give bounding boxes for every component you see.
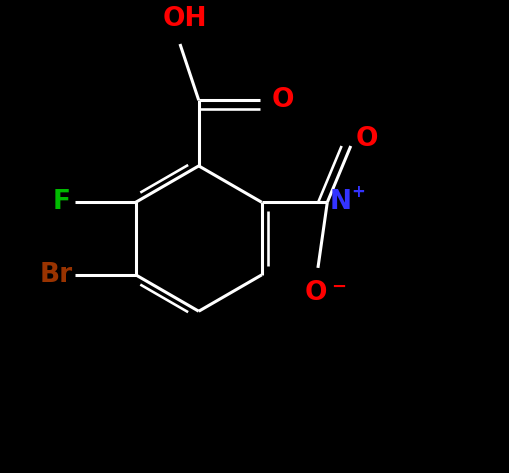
Text: +: + xyxy=(351,183,365,201)
Text: O: O xyxy=(355,126,377,152)
Text: O: O xyxy=(304,280,326,306)
Text: F: F xyxy=(52,189,70,215)
Text: O: O xyxy=(271,87,293,113)
Text: −: − xyxy=(330,278,346,296)
Text: N: N xyxy=(329,189,351,215)
Text: OH: OH xyxy=(162,6,207,32)
Text: Br: Br xyxy=(39,262,72,288)
